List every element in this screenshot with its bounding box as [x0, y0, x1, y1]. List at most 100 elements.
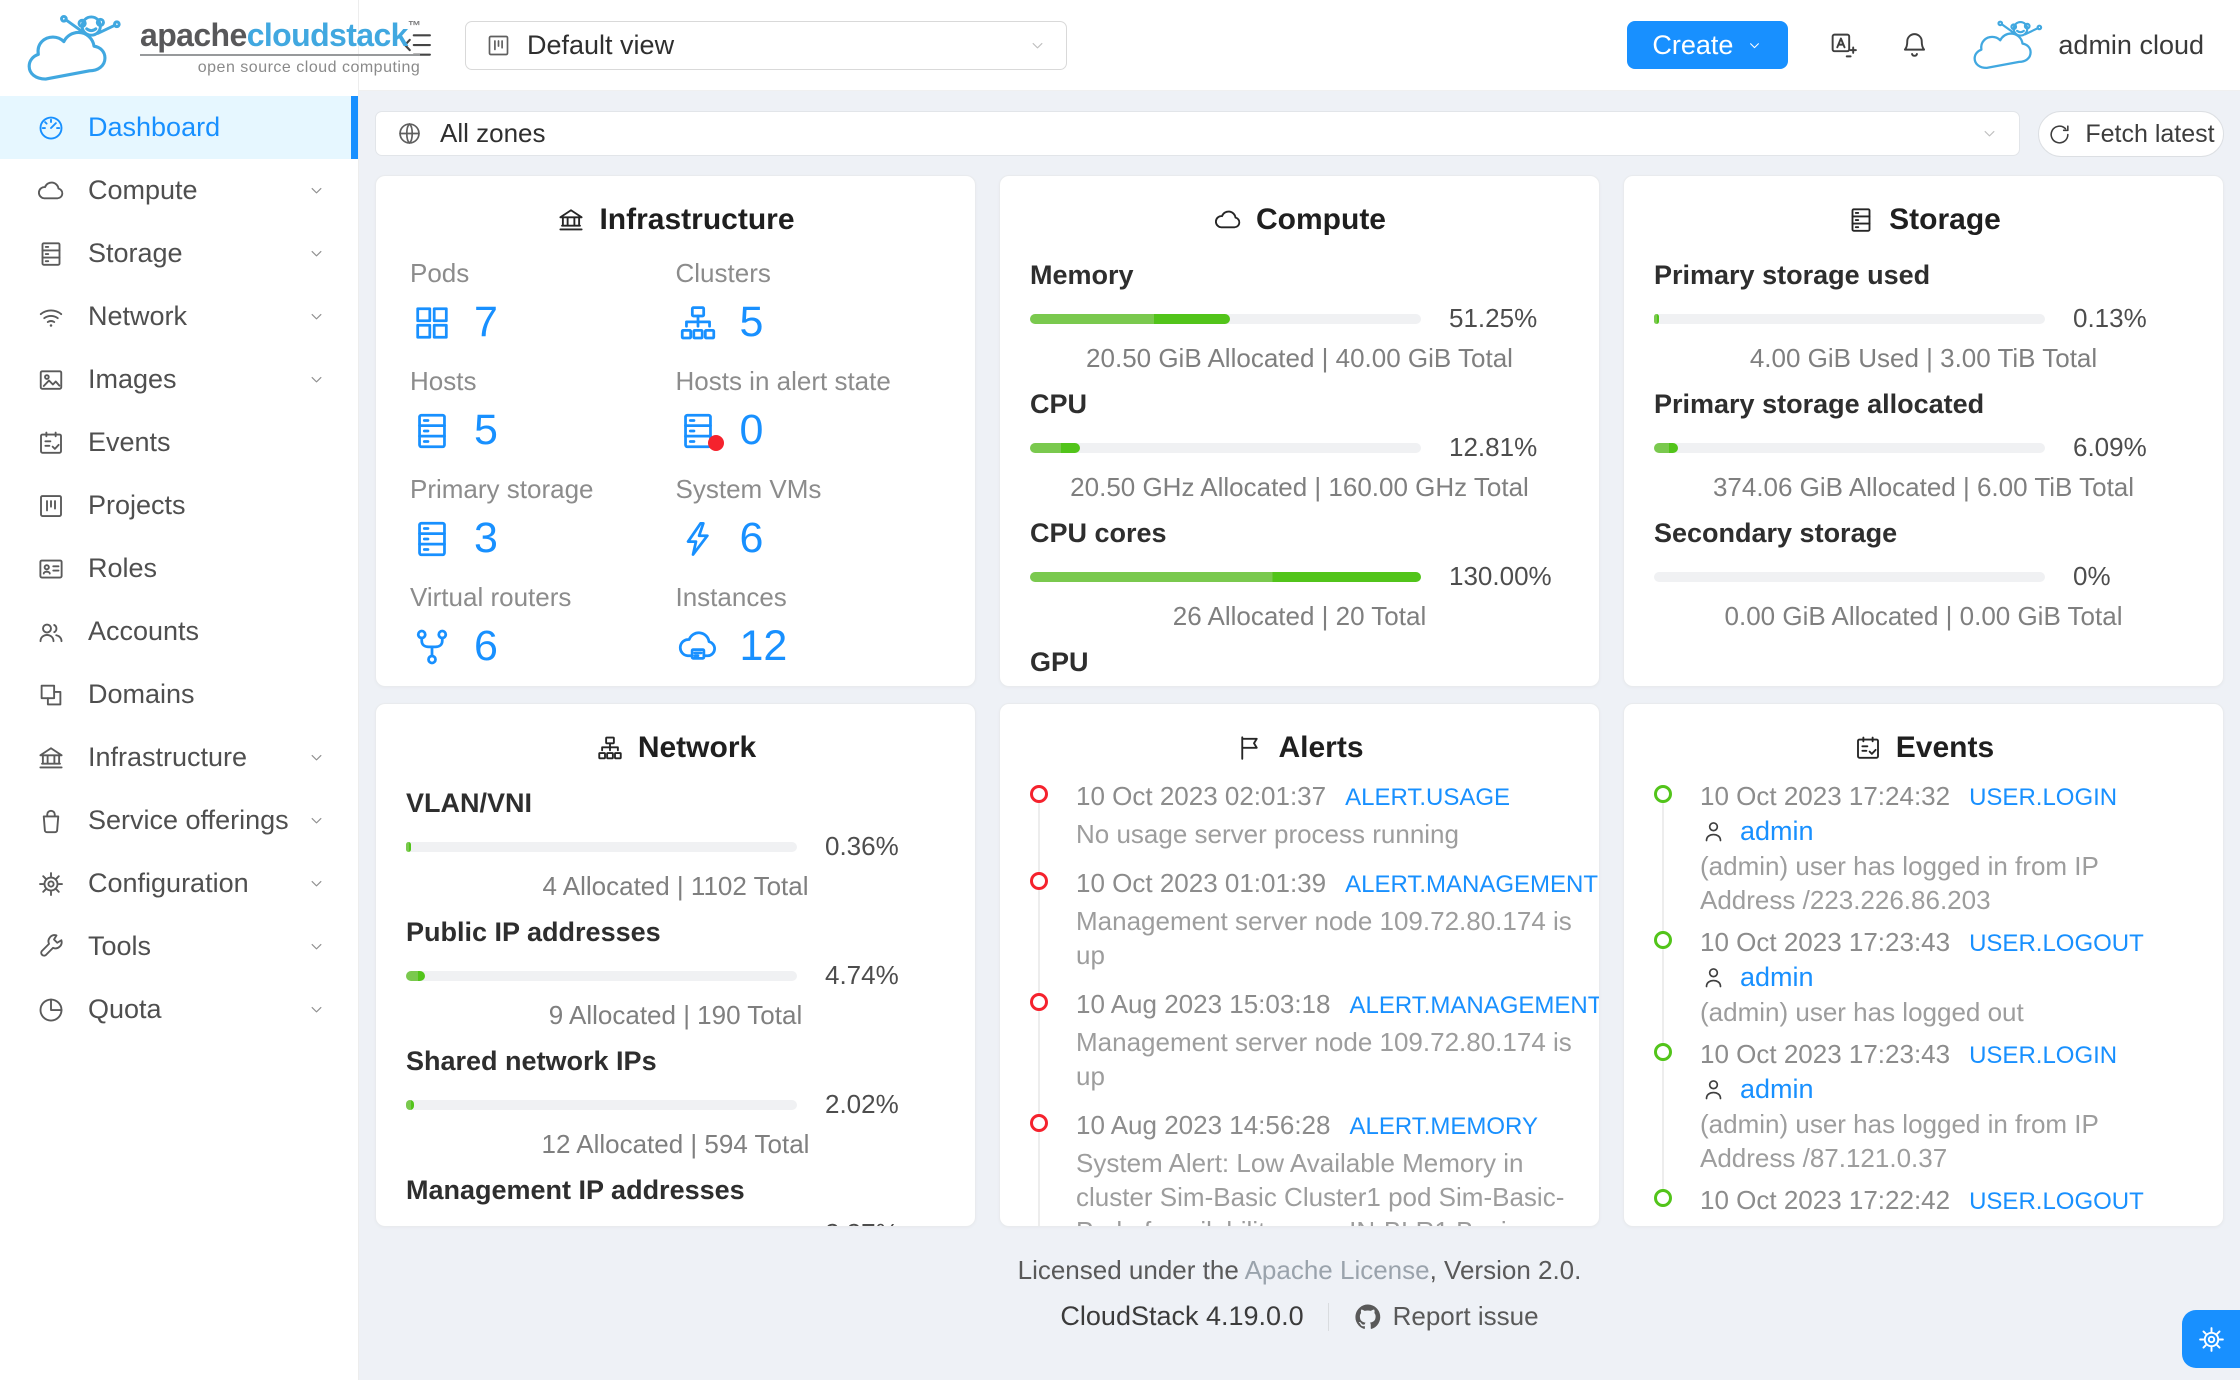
logo-cloudstack: cloudstack: [246, 17, 409, 53]
cloud-icon: [36, 176, 66, 206]
infrastructure-stats: Pods 7 Clusters 5 Hosts: [376, 237, 975, 671]
sidebar-item-dashboard[interactable]: Dashboard: [0, 96, 358, 159]
progress-percent: 51.25%: [1449, 303, 1538, 333]
meter-caption: 374.06 GiB Allocated | 6.00 TiB Total: [1712, 472, 2135, 502]
gear-icon: [2196, 1324, 2227, 1355]
refresh-icon: [2047, 122, 2072, 147]
event-dot-icon: [1654, 931, 1672, 949]
stat-number: 3: [474, 514, 498, 562]
gear-icon: [36, 869, 66, 899]
sidebar-item-network[interactable]: Network: [0, 285, 358, 348]
meter-public-ip: Public IP addresses 4.74% 9 Allocated | …: [406, 917, 945, 1031]
sidebar-item-events[interactable]: Events: [0, 411, 358, 474]
chevron-down-icon: [307, 1000, 326, 1019]
event-user-link[interactable]: admin: [1740, 1074, 1814, 1104]
meter-caption: 9 Allocated | 190 Total: [548, 1000, 803, 1030]
user-avatar[interactable]: [1964, 14, 2050, 76]
alert-type-link[interactable]: ALERT.USAGE: [1345, 784, 1511, 811]
meter-caption: 0.00 GiB Allocated | 0.00 GiB Total: [1724, 601, 2123, 631]
infrastructure-card-title: Infrastructure: [376, 176, 975, 237]
progress-percent: 0.13%: [2073, 303, 2147, 333]
sidebar-item-accounts[interactable]: Accounts: [0, 600, 358, 663]
hosts-alert-icon: [676, 409, 724, 453]
sidebar-item-domains[interactable]: Domains: [0, 663, 358, 726]
hosts-icon: [410, 409, 454, 453]
alert-item: 10 Aug 2023 14:56:28 ALERT.MEMORY System …: [1030, 1110, 1573, 1226]
event-type-link[interactable]: USER.LOGIN: [1969, 784, 2118, 811]
zone-select[interactable]: All zones: [375, 111, 2020, 156]
stat-number: 7: [474, 298, 498, 346]
alert-type-link[interactable]: ALERT.MANAGEMENT: [1349, 992, 1600, 1019]
progress-percent: 0%: [2073, 561, 2111, 591]
meter-cpu-cores: CPU cores 130.00% 26 Allocated | 20 Tota…: [1030, 518, 1569, 632]
create-button[interactable]: Create: [1627, 21, 1789, 69]
settings-fab-button[interactable]: [2182, 1310, 2240, 1368]
project-icon: [36, 491, 66, 521]
database-icon: [1846, 205, 1876, 235]
monkey-cloud-logo-icon: [27, 14, 121, 81]
top-bar: Default view Create admin cloud: [359, 0, 2240, 91]
event-user-link[interactable]: admin: [1740, 816, 1814, 846]
sidebar-item-infrastructure[interactable]: Infrastructure: [0, 726, 358, 789]
sidebar-item-label: Roles: [88, 553, 158, 583]
event-type-link[interactable]: USER.LOGOUT: [1969, 930, 2144, 957]
sidebar-item-configuration[interactable]: Configuration: [0, 852, 358, 915]
logo-apache: apache: [140, 17, 247, 53]
bank-icon: [36, 743, 66, 773]
events-card: Events 10 Oct 2023 17:24:32 USER.LOGIN ad…: [1623, 703, 2224, 1227]
user-icon: [1700, 1076, 1727, 1103]
alert-type-link[interactable]: ALERT.MEMORY: [1349, 1113, 1538, 1140]
license-line: Licensed under the Apache License, Versi…: [1017, 1255, 1582, 1285]
sidebar-item-quota[interactable]: Quota: [0, 978, 358, 1041]
fetch-latest-button[interactable]: Fetch latest: [2038, 111, 2224, 157]
dashboard-content: All zones Fetch latest Infrastructure Po…: [359, 91, 2240, 1380]
bell-icon[interactable]: [1899, 30, 1930, 61]
trademark: ™: [407, 18, 421, 33]
sidebar-menu: Dashboard Compute Storage Network Images…: [0, 94, 358, 1041]
stat-clusters: Clusters 5: [675, 258, 771, 346]
sidebar-item-label: Accounts: [88, 616, 200, 646]
sidebar-item-storage[interactable]: Storage: [0, 222, 358, 285]
event-type-link[interactable]: USER.LOGIN: [1969, 1042, 2118, 1069]
alert-type-link[interactable]: ALERT.MANAGEMENT: [1345, 871, 1599, 898]
cloudstack-logo[interactable]: apachecloudstack™ open source cloud comp…: [0, 0, 421, 94]
meter-shared-network-ips: Shared network IPs 2.02% 12 Allocated | …: [406, 1046, 945, 1160]
apache-license-link[interactable]: Apache License: [1244, 1255, 1430, 1285]
sidebar-item-projects[interactable]: Projects: [0, 474, 358, 537]
progress-bar: [406, 1099, 797, 1110]
meter-management-ip: Management IP addresses 2.37% 6 Allocate…: [406, 1175, 945, 1226]
stat-instances: Instances 12: [675, 582, 788, 670]
dashboard-icon: [36, 113, 66, 143]
chevron-down-icon: [307, 811, 326, 830]
sidebar-item-service-offerings[interactable]: Service offerings: [0, 789, 358, 852]
meter-primary-storage-allocated: Primary storage allocated 6.09% 374.06 G…: [1654, 389, 2193, 503]
progress-bar: [1654, 313, 2045, 324]
network-meters: VLAN/VNI 0.36% 4 Allocated | 1102 Total …: [376, 765, 975, 1226]
pie-chart-icon: [36, 995, 66, 1025]
meter-caption: 20.50 GHz Allocated | 160.00 GHz Total: [1070, 472, 1529, 502]
translate-icon[interactable]: [1828, 30, 1859, 61]
progress-bar: [406, 970, 797, 981]
event-user-link[interactable]: admin: [1740, 962, 1814, 992]
version-line: CloudStack 4.19.0.0 Report issue: [375, 1301, 2224, 1332]
meter-caption: 12 Allocated | 594 Total: [541, 1129, 810, 1159]
chevron-down-icon: [1028, 36, 1047, 55]
menu-fold-icon[interactable]: [401, 28, 435, 62]
idcard-icon: [36, 554, 66, 584]
event-type-link[interactable]: USER.LOGOUT: [1969, 1188, 2144, 1215]
sidebar-item-images[interactable]: Images: [0, 348, 358, 411]
chevron-down-icon: [307, 937, 326, 956]
chevron-down-icon: [1746, 37, 1763, 54]
progress-bar: [1030, 571, 1421, 582]
sidebar-item-compute[interactable]: Compute: [0, 159, 358, 222]
alert-red-dot: [707, 434, 724, 451]
user-menu[interactable]: admin cloud: [2058, 29, 2204, 60]
sidebar-item-tools[interactable]: Tools: [0, 915, 358, 978]
view-select[interactable]: Default view: [465, 20, 1067, 70]
storage-card-title: Storage: [1624, 176, 2223, 237]
progress-percent: 12.81%: [1449, 432, 1538, 462]
report-issue-link[interactable]: Report issue: [1392, 1301, 1539, 1331]
sidebar-item-roles[interactable]: Roles: [0, 537, 358, 600]
primary-storage-icon: [410, 517, 454, 561]
stat-hosts-alert: Hosts in alert state 0: [675, 366, 891, 454]
